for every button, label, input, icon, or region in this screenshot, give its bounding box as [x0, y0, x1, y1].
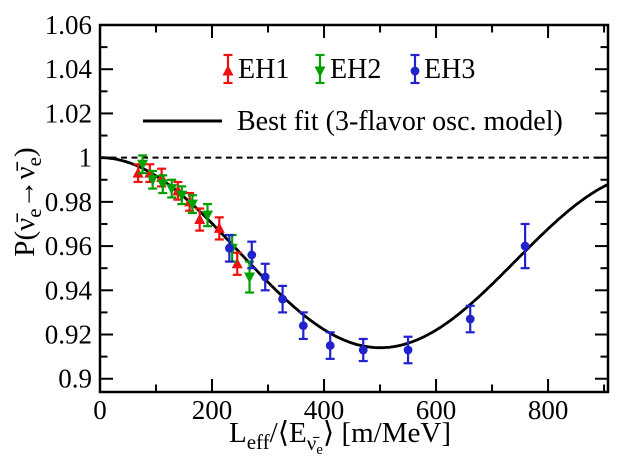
y-tick-label: 1.06	[45, 10, 92, 40]
data-point-marker	[410, 66, 420, 76]
data-point-marker	[231, 257, 243, 269]
y-tick-label: 1.02	[45, 98, 92, 128]
legend-label-eh1: EH1	[238, 54, 289, 85]
y-tick-label: 0.9	[58, 364, 92, 394]
legend-symbol-eh1	[222, 53, 234, 85]
data-point-marker	[222, 65, 234, 76]
data-point-marker	[157, 179, 169, 191]
data-point-marker	[176, 190, 188, 202]
data-point-marker	[224, 243, 234, 253]
y-tick-label: 0.92	[45, 320, 92, 350]
eh3-series	[224, 222, 530, 365]
eh2-series	[137, 154, 256, 294]
x-tick-label: 400	[304, 395, 345, 425]
data-point-marker	[147, 175, 159, 186]
data-point-marker	[358, 345, 368, 355]
data-point-marker	[403, 345, 413, 355]
legend-best-fit-label: Best fit (3-flavor osc. model)	[237, 106, 563, 137]
plot-frame	[98, 23, 610, 394]
data-point-marker	[186, 199, 198, 211]
data-point-marker	[247, 250, 257, 260]
data-point-marker	[202, 210, 214, 222]
x-tick-label: 200	[192, 395, 233, 425]
x-tick-label: 0	[93, 395, 107, 425]
x-tick-label: 800	[528, 395, 569, 425]
legend-label-eh2: EH2	[330, 54, 381, 85]
legend-symbol-eh3	[410, 53, 420, 85]
y-tick-label: 0.94	[45, 275, 93, 305]
best-fit-curve	[100, 156, 609, 350]
legend-label-eh3: EH3	[424, 54, 475, 85]
data-point-marker	[244, 272, 256, 284]
x-axis-title: Leff/⟨Eν̄e⟩ [m/MeV]	[229, 417, 451, 455]
data-point-marker	[520, 241, 530, 251]
y-tick-label: 0.96	[45, 231, 92, 261]
data-point-marker	[465, 314, 475, 324]
y-tick-label: 1	[79, 143, 93, 173]
legend-symbol-eh2	[314, 53, 326, 85]
data-point-marker	[325, 341, 335, 350]
legend: EH1 EH2 EH3 Best fit (3-flavor osc. mode…	[143, 53, 563, 137]
data-point-marker	[166, 184, 178, 195]
data-point-marker	[278, 294, 287, 304]
y-tick-label: 0.98	[45, 187, 92, 217]
y-tick-label: 1.04	[45, 54, 93, 84]
data-point-marker	[137, 159, 149, 171]
data-point-marker	[298, 321, 308, 331]
data-point-marker	[156, 171, 168, 183]
data-point-marker	[314, 66, 326, 77]
eh1-series	[132, 163, 243, 276]
data-point-marker	[260, 272, 270, 282]
y-axis-title: P(ν̄e→ν̄e)	[9, 147, 46, 256]
data-point-marker	[194, 213, 206, 225]
data-point-marker	[213, 222, 225, 233]
x-tick-label: 600	[416, 395, 457, 425]
